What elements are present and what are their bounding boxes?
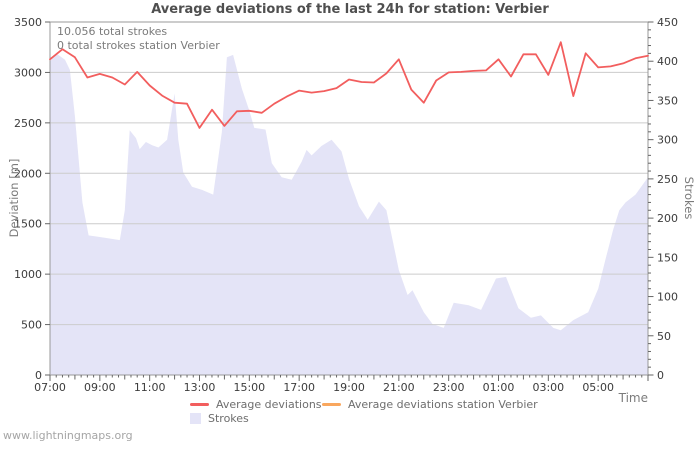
legend-area-swatch <box>190 412 201 424</box>
y-axis-label-right: Strokes <box>682 176 696 220</box>
y-left-tick-label: 500 <box>21 319 42 332</box>
x-tick-label: 23:00 <box>433 381 465 394</box>
y-left-tick-label: 3000 <box>14 66 42 79</box>
x-tick-label: 17:00 <box>283 381 315 394</box>
y-left-tick-label: 1000 <box>14 268 42 281</box>
strokes-area <box>50 53 648 376</box>
y-left-tick-label: 2500 <box>14 117 42 130</box>
legend-label: Strokes <box>208 411 249 425</box>
legend-item-average-deviations: Average deviations <box>190 397 322 411</box>
legend-line-swatch-red <box>190 402 209 406</box>
legend-label: Average deviations <box>216 397 322 411</box>
annotation-block: 10.056 total strokes 0 total strokes sta… <box>57 25 220 52</box>
watermark: www.lightningmaps.org <box>3 429 133 442</box>
legend-item-average-deviations-station: Average deviations station Verbier <box>322 397 538 411</box>
x-tick-label: 13:00 <box>184 381 216 394</box>
x-tick-label: 05:00 <box>582 381 614 394</box>
y-axis-label-left: Deviation [m] <box>7 158 21 238</box>
chart-title: Average deviations of the last 24h for s… <box>151 2 549 17</box>
legend-label: Average deviations station Verbier <box>348 397 538 411</box>
annotation-total-strokes: 10.056 total strokes <box>57 25 168 38</box>
y-right-tick-label: 200 <box>657 212 678 225</box>
y-right-tick-label: 450 <box>657 16 678 29</box>
y-right-tick-label: 300 <box>657 134 678 147</box>
y-right-tick-label: 350 <box>657 94 678 107</box>
x-tick-label: 01:00 <box>483 381 515 394</box>
x-tick-label: 11:00 <box>134 381 166 394</box>
x-tick-label: 21:00 <box>383 381 415 394</box>
x-tick-label: 19:00 <box>333 381 365 394</box>
y-right-tick-label: 400 <box>657 55 678 68</box>
x-tick-label: 09:00 <box>84 381 116 394</box>
x-tick-label: 07:00 <box>34 381 66 394</box>
y-right-tick-label: 150 <box>657 251 678 264</box>
y-left-tick-label: 2000 <box>14 167 42 180</box>
legend-line-swatch-orange <box>322 402 341 406</box>
y-right-tick-label: 250 <box>657 173 678 186</box>
x-axis-label: Time <box>618 391 648 405</box>
annotation-station-strokes: 0 total strokes station Verbier <box>57 38 220 52</box>
y-left-tick-label: 3500 <box>14 16 42 29</box>
x-tick-label: 03:00 <box>532 381 564 394</box>
y-right-tick-label: 0 <box>657 369 664 382</box>
series-line <box>49 41 649 129</box>
y-right-tick-label: 100 <box>657 291 678 304</box>
y-right-tick-label: 50 <box>657 330 671 343</box>
legend-item-strokes: Strokes <box>190 411 249 425</box>
x-tick-label: 15:00 <box>233 381 265 394</box>
y-left-tick-label: 0 <box>35 369 42 382</box>
y-left-tick-label: 1500 <box>14 218 42 231</box>
